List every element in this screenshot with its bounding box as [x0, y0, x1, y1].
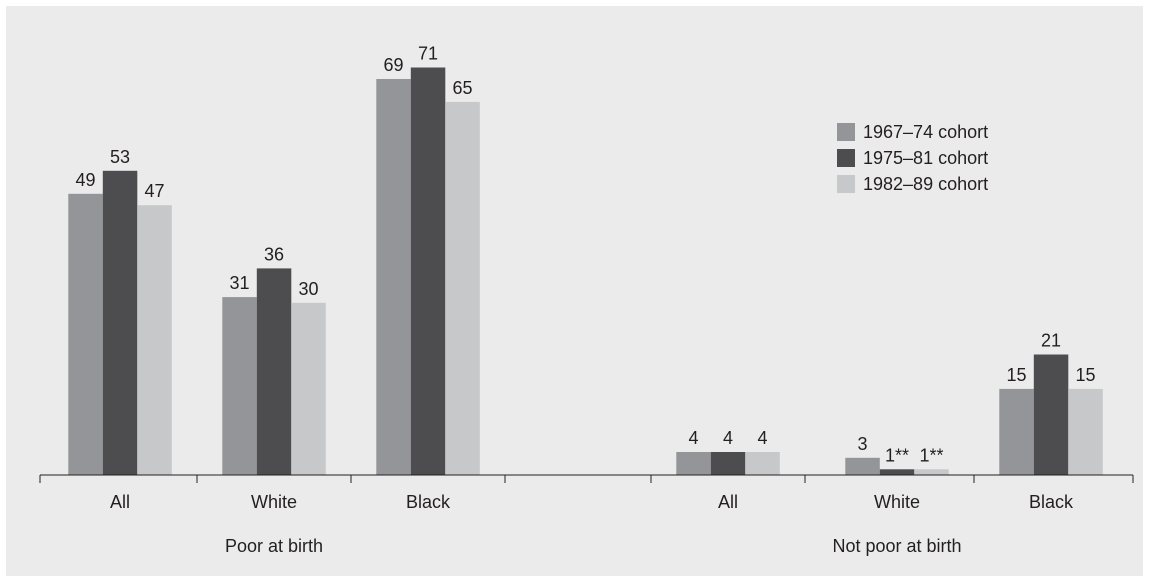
bar — [256, 268, 292, 475]
value-labels-layer: 49 31 69 4 3 15 53 36 71 4 1** 21 47 30 65 4 1** 15 — [75, 44, 1095, 466]
bar — [914, 469, 949, 475]
data-label: 4 — [688, 428, 698, 448]
bar — [1033, 354, 1069, 475]
data-label: 65 — [452, 78, 472, 98]
chart-background — [6, 6, 1143, 576]
bar — [137, 205, 172, 475]
category-label: White — [874, 492, 920, 512]
data-label: 4 — [757, 428, 767, 448]
legend: 1967–74 cohort 1975–81 cohort 1982–89 coho… — [837, 122, 988, 194]
bar — [845, 457, 880, 475]
data-label: 4 — [723, 428, 733, 448]
data-label: 49 — [75, 170, 95, 190]
data-label: 15 — [1075, 365, 1095, 385]
data-label: 1** — [919, 445, 943, 465]
data-label: 1** — [885, 445, 909, 465]
data-label: 53 — [110, 147, 130, 167]
group-labels-layer: Poor at birth Not poor at birth — [225, 536, 962, 556]
data-label: 69 — [383, 55, 403, 75]
legend-swatch — [837, 149, 855, 167]
data-label: 21 — [1041, 331, 1061, 351]
category-label: Black — [406, 492, 451, 512]
category-label: All — [110, 492, 130, 512]
bar — [102, 170, 138, 476]
bar — [410, 67, 446, 475]
legend-label: 1967–74 cohort — [863, 122, 988, 142]
data-label: 15 — [1006, 365, 1026, 385]
data-label: 47 — [144, 181, 164, 201]
legend-label: 1975–81 cohort — [863, 148, 988, 168]
bar — [710, 452, 746, 475]
bar — [68, 193, 103, 476]
data-label: 36 — [264, 244, 284, 264]
legend-swatch — [837, 123, 855, 141]
data-label: 31 — [229, 273, 249, 293]
data-label: 3 — [857, 434, 867, 454]
bar — [879, 469, 915, 475]
legend-swatch — [837, 175, 855, 193]
bar — [676, 452, 711, 475]
legend-label: 1982–89 cohort — [863, 174, 988, 194]
bar — [999, 388, 1034, 475]
data-label: 71 — [418, 44, 438, 64]
category-labels-layer: All White Black All White Black — [110, 492, 1074, 512]
category-label: Black — [1029, 492, 1074, 512]
group-label: Poor at birth — [225, 536, 323, 556]
bar — [445, 101, 480, 476]
category-label: All — [718, 492, 738, 512]
bar — [1068, 388, 1103, 475]
category-label: White — [251, 492, 297, 512]
data-label: 30 — [298, 279, 318, 299]
bar — [291, 302, 326, 475]
bar — [376, 79, 411, 475]
bar — [222, 297, 257, 475]
bar — [745, 452, 780, 475]
x-axis-ticks — [39, 475, 1134, 483]
bars-layer — [68, 67, 1103, 476]
group-label: Not poor at birth — [832, 536, 961, 556]
